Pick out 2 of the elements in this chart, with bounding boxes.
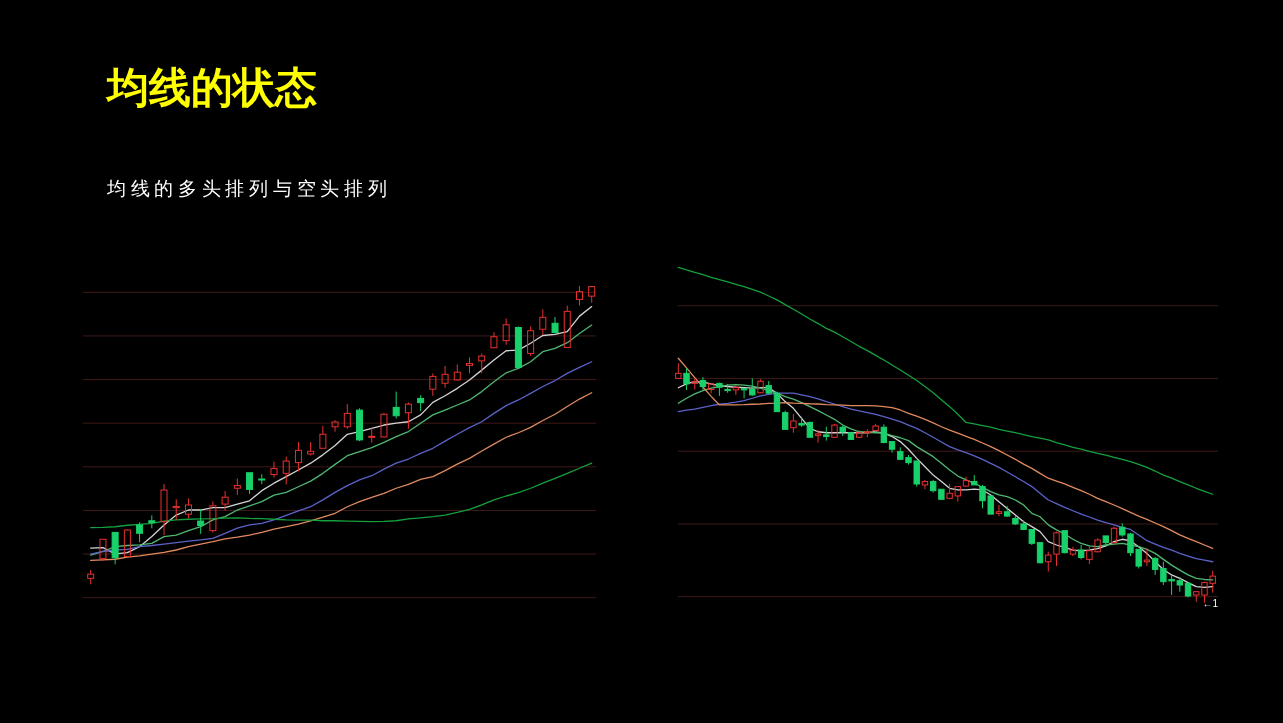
title: 均线的状态 [107,64,317,111]
subtitle: 均线的多头排列与空头排列 [107,177,392,199]
